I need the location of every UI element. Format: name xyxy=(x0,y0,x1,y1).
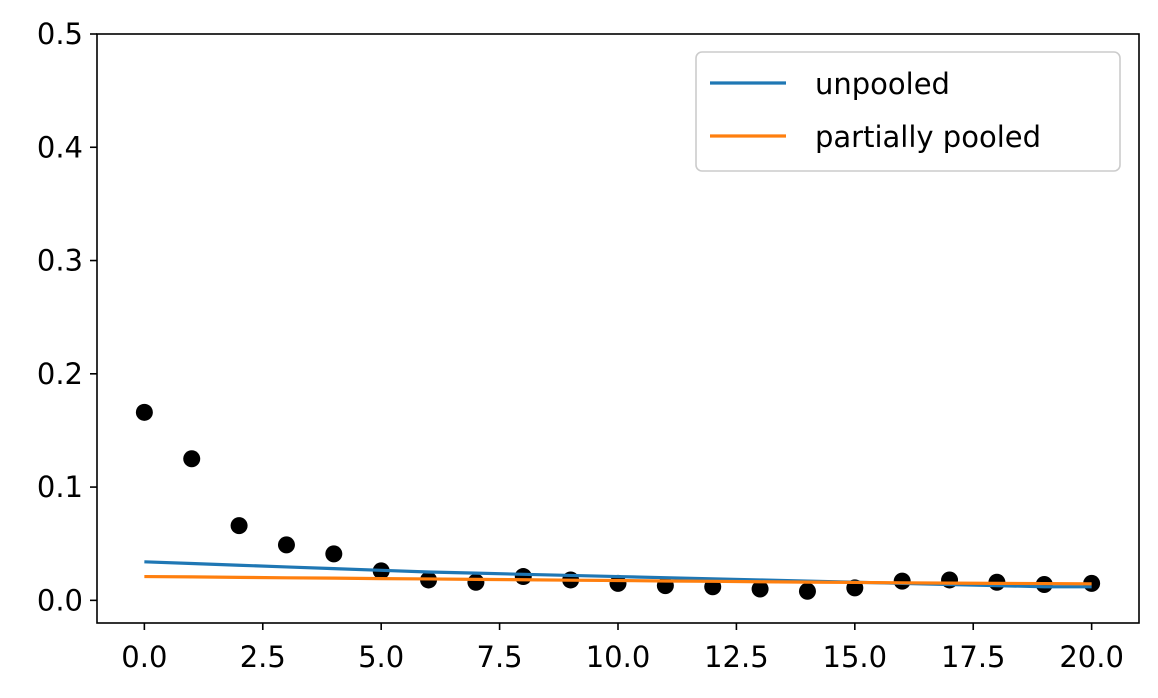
observed-point xyxy=(183,450,201,468)
observed-point xyxy=(277,536,295,554)
x-axis-ticks: 0.0 2.5 5.0 7.5 10.0 12.5 15.0 17.5 20.0 xyxy=(121,623,1124,674)
y-axis-ticks: 0.0 0.1 0.2 0.3 0.4 0.5 xyxy=(37,17,97,617)
observed-point xyxy=(893,572,911,590)
x-tick-label: 7.5 xyxy=(477,640,523,674)
legend: unpooled partially pooled xyxy=(695,51,1121,172)
y-tick-label: 0.2 xyxy=(37,357,83,391)
x-tick-label: 10.0 xyxy=(586,640,651,674)
observed-point xyxy=(325,545,343,563)
x-tick-label: 20.0 xyxy=(1059,640,1124,674)
legend-box xyxy=(695,51,1121,172)
x-tick-label: 5.0 xyxy=(358,640,404,674)
observed-point xyxy=(751,580,769,598)
legend-label: unpooled xyxy=(815,67,950,101)
x-tick-label: 0.0 xyxy=(121,640,167,674)
observed-point xyxy=(467,573,485,591)
x-tick-label: 17.5 xyxy=(941,640,1006,674)
plot-area xyxy=(135,403,1101,600)
y-tick-label: 0.0 xyxy=(37,583,83,617)
observed-point xyxy=(135,403,153,421)
observed-point xyxy=(514,568,532,586)
observed-point xyxy=(798,582,816,600)
observed-point xyxy=(230,517,248,535)
series-line-partially-pooled xyxy=(144,574,1092,586)
x-tick-label: 15.0 xyxy=(823,640,888,674)
y-tick-label: 0.1 xyxy=(37,470,83,504)
x-tick-label: 2.5 xyxy=(240,640,286,674)
legend-label: partially pooled xyxy=(815,120,1041,154)
y-tick-label: 0.3 xyxy=(37,244,83,278)
y-tick-label: 0.5 xyxy=(37,17,83,51)
x-tick-label: 12.5 xyxy=(704,640,769,674)
y-tick-label: 0.4 xyxy=(37,130,83,164)
axes-frame xyxy=(96,33,1140,624)
